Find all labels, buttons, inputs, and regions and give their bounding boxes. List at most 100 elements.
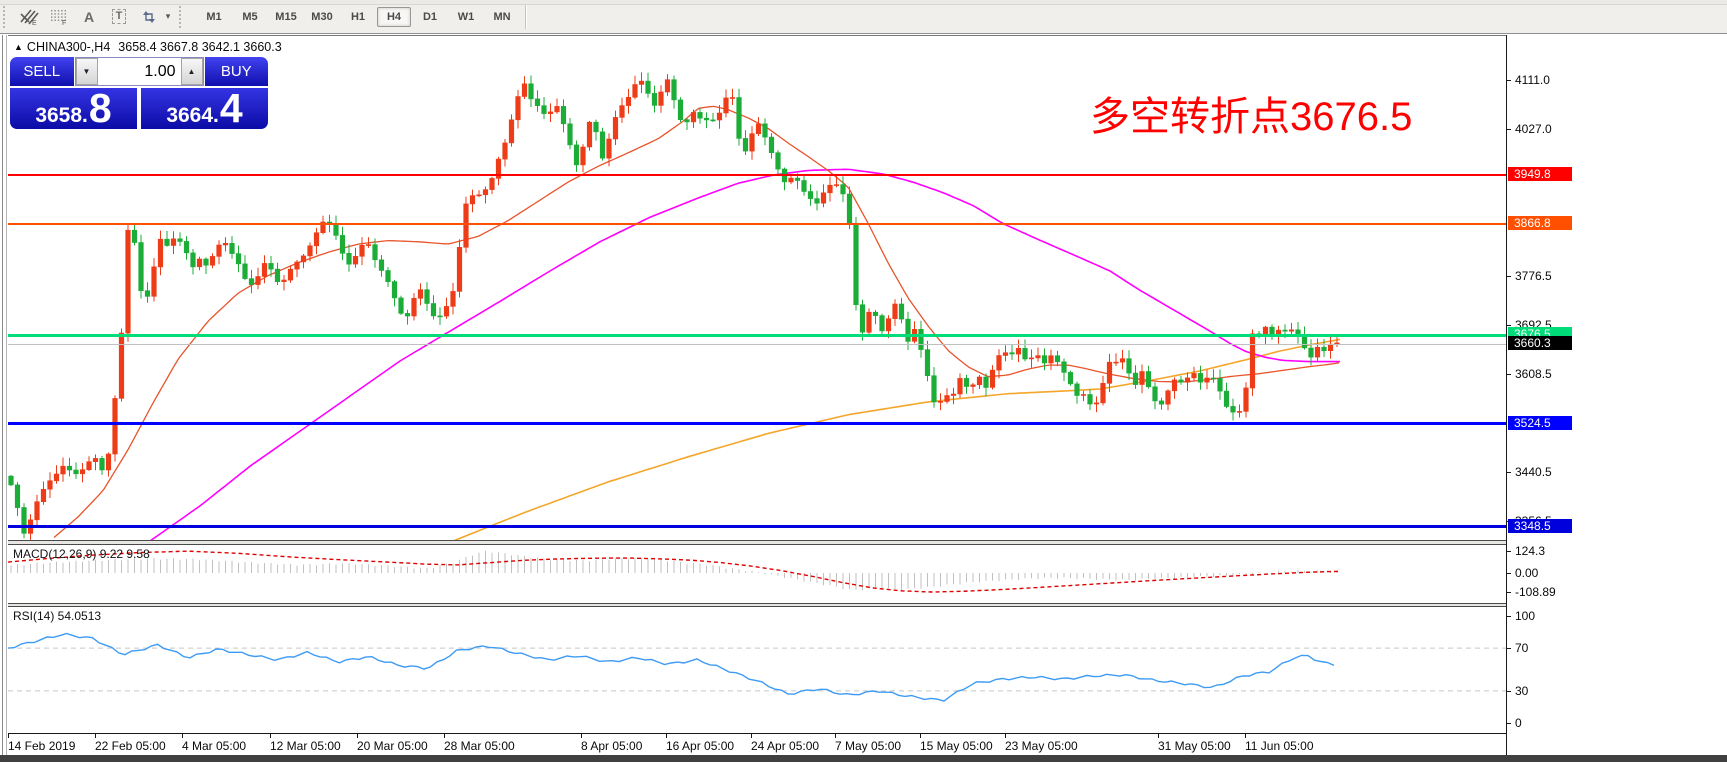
time-tick-label: 7 May 05:00 xyxy=(835,739,902,753)
volume-input[interactable] xyxy=(97,58,181,85)
ask-price-big-digit: 4 xyxy=(219,85,243,132)
bid-price-big-digit: 8 xyxy=(88,85,112,132)
textbox-icon[interactable]: T xyxy=(104,4,134,30)
time-tick xyxy=(1158,734,1159,738)
timeframe-button-W1[interactable]: W1 xyxy=(457,10,475,23)
price-tick xyxy=(1507,325,1511,326)
chart-left-border xyxy=(6,35,7,755)
rsi-tick-label: 70 xyxy=(1515,641,1529,655)
macd-label: MACD(12,26,9) 9.22 9.58 xyxy=(13,547,150,561)
hline-3676.5[interactable] xyxy=(8,333,1506,337)
svg-text:E: E xyxy=(32,20,37,26)
time-tick-label: 4 Mar 05:00 xyxy=(182,739,247,753)
rsi-tick xyxy=(1507,723,1511,724)
macd-chart[interactable] xyxy=(8,545,1506,603)
time-axis[interactable]: 14 Feb 2019 22 Feb 05:00 4 Mar 05:00 12 Mar… xyxy=(8,733,1506,755)
price-tick-label: 4111.0 xyxy=(1515,73,1550,87)
macd-tick xyxy=(1507,592,1511,593)
time-tick xyxy=(835,734,836,738)
macd-tick-label: 124.3 xyxy=(1515,544,1546,558)
time-tick-label: 8 Apr 05:00 xyxy=(581,739,643,753)
price-tick xyxy=(1507,276,1511,277)
chart-window: 多空转折点3676.5 ▲ CHINA300-,H4 3658.4 3667.8 3… xyxy=(8,35,1506,755)
rsi-tick xyxy=(1507,691,1511,692)
rsi-chart[interactable] xyxy=(8,607,1506,733)
hline-3348.5[interactable] xyxy=(8,525,1506,529)
time-tick-label: 24 Apr 05:00 xyxy=(751,739,820,753)
bid-price-display[interactable]: 3658. 8 xyxy=(10,88,137,129)
bid-price-main: 3658. xyxy=(35,104,88,127)
toolbar-grip[interactable] xyxy=(3,5,9,28)
rsi-label: RSI(14) 54.0513 xyxy=(13,609,102,623)
timeframe-button-H4[interactable]: H4 xyxy=(377,6,411,27)
time-tick-label: 11 Jun 05:00 xyxy=(1245,739,1314,753)
text-a-icon[interactable]: A xyxy=(83,8,95,25)
timeframe-button-M5[interactable]: M5 xyxy=(242,10,258,23)
time-tick xyxy=(270,734,271,738)
timeframe-button-M1[interactable]: M1 xyxy=(206,10,222,23)
time-tick xyxy=(666,734,667,738)
toolbar-grip-2[interactable] xyxy=(179,5,185,28)
macd-tick xyxy=(1507,551,1511,552)
panel-splitter-2[interactable] xyxy=(8,603,1506,607)
time-tick-label: 23 May 05:00 xyxy=(1005,739,1078,753)
cycle-arrows-icon[interactable] xyxy=(134,4,164,30)
price-tick-label: 3440.5 xyxy=(1515,465,1552,479)
time-tick xyxy=(1245,734,1246,738)
time-tick-label: 12 Mar 05:00 xyxy=(270,739,341,753)
rsi-panel[interactable]: RSI(14) 54.0513 xyxy=(8,607,1506,733)
hline-3866.8[interactable] xyxy=(8,222,1506,225)
toolbar: E F A T ▾ M1 M5 M15 M30 H1 H4 D1 W1 MN xyxy=(0,0,1727,34)
timeframe-button-M15[interactable]: M15 xyxy=(275,10,297,23)
macd-panel[interactable]: MACD(12,26,9) 9.22 9.58 xyxy=(8,545,1506,603)
hline-3949.8[interactable] xyxy=(8,174,1506,177)
collapse-triangle-icon[interactable]: ▲ xyxy=(14,42,23,52)
rsi-tick-label: 30 xyxy=(1515,684,1529,698)
timeframe-button-D1[interactable]: D1 xyxy=(422,10,438,23)
price-axis[interactable]: 4111.04027.03776.53692.53608.53440.53356… xyxy=(1506,35,1574,755)
panel-splitter[interactable] xyxy=(8,540,1506,545)
dropdown-caret-icon[interactable]: ▾ xyxy=(165,11,171,21)
rsi-tick-label: 100 xyxy=(1515,609,1536,623)
symbol-label-row: ▲ CHINA300-,H4 3658.4 3667.8 3642.1 3660.3 xyxy=(14,40,282,54)
price-label-3866.8: 3866.8 xyxy=(1508,216,1572,230)
timeframe-button-H1[interactable]: H1 xyxy=(350,10,366,23)
sell-button[interactable]: SELL xyxy=(10,57,74,86)
ohlc-values: 3658.4 3667.8 3642.1 3660.3 xyxy=(118,40,282,54)
volume-decrease-button[interactable]: ▼ xyxy=(75,58,98,85)
time-tick xyxy=(444,734,445,738)
ask-price-main: 3664. xyxy=(166,104,219,127)
one-click-trading-panel: SELL ▼ ▲ BUY 3658. 8 3664. 4 xyxy=(10,57,268,129)
hline-3660.3[interactable] xyxy=(8,343,1506,345)
price-label-3524.5: 3524.5 xyxy=(1508,416,1572,430)
price-tick xyxy=(1507,374,1511,375)
timeframe-button-MN[interactable]: MN xyxy=(493,10,511,23)
macd-tick-label: 0.00 xyxy=(1515,566,1539,580)
time-tick xyxy=(581,734,582,738)
time-tick-label: 22 Feb 05:00 xyxy=(95,739,166,753)
time-tick-label: 14 Feb 2019 xyxy=(8,739,76,753)
price-tick-label: 3608.5 xyxy=(1515,367,1552,381)
chart-crosshatch-icon[interactable]: E xyxy=(14,4,44,30)
price-tick xyxy=(1507,129,1511,130)
volume-increase-button[interactable]: ▲ xyxy=(180,58,203,85)
timeframe-button-M30[interactable]: M30 xyxy=(311,10,333,23)
bottom-bar xyxy=(0,755,1727,762)
time-tick-label: 20 Mar 05:00 xyxy=(357,739,428,753)
hline-3524.5[interactable] xyxy=(8,422,1506,426)
time-tick-label: 16 Apr 05:00 xyxy=(666,739,735,753)
buy-button[interactable]: BUY xyxy=(204,57,268,86)
price-tick-label: 4027.0 xyxy=(1515,122,1552,136)
time-tick-label: 31 May 05:00 xyxy=(1158,739,1231,753)
ask-price-display[interactable]: 3664. 4 xyxy=(141,88,268,129)
rsi-tick xyxy=(1507,648,1511,649)
volume-stepper: ▼ ▲ xyxy=(74,57,204,86)
macd-tick xyxy=(1507,573,1511,574)
main-chart-area[interactable]: 多空转折点3676.5 ▲ CHINA300-,H4 3658.4 3667.8 3… xyxy=(8,35,1506,540)
toolbar-separator xyxy=(525,4,527,29)
time-tick-label: 28 Mar 05:00 xyxy=(444,739,515,753)
grid-icon[interactable]: F xyxy=(44,4,74,30)
candlestick-chart[interactable] xyxy=(8,36,1506,540)
chart-tools-group: E F A T ▾ xyxy=(14,4,176,30)
